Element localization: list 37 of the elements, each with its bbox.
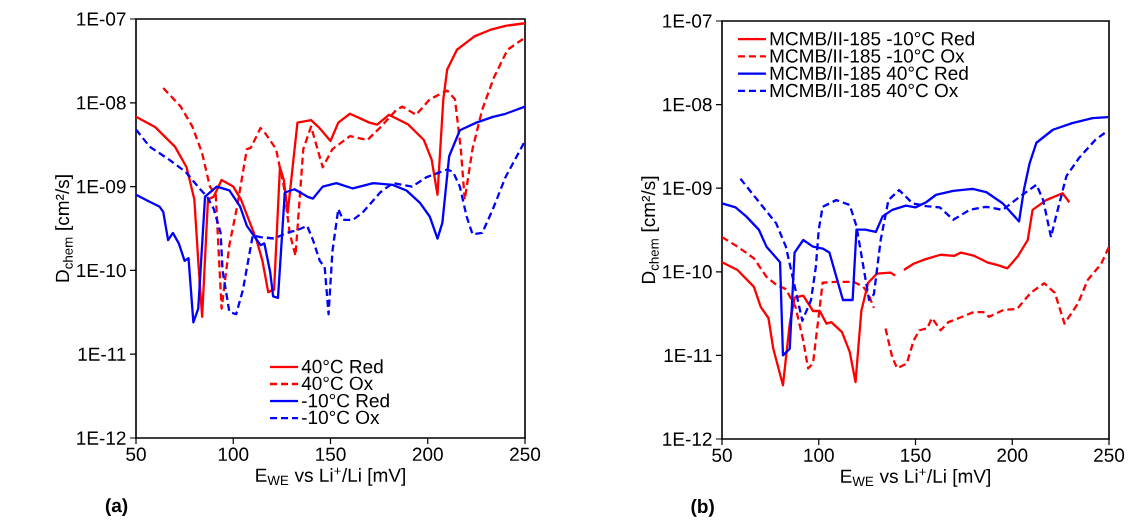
y-tick-label: 1E-11 [78,347,126,361]
x-tick-label: 250 [1094,448,1125,462]
x-tick-label: 100 [804,448,834,462]
y-tick-label: 1E-12 [663,432,712,446]
y-tick-label: 1E-10 [663,265,712,279]
text: (b) [691,499,714,517]
y-tick-label: 1E-10 [77,263,126,278]
text: (a) [105,498,128,516]
legend-label: MCMB/II-185 -10°C Red [770,31,974,46]
legend-label: MCMB/II-185 -10°C Ox [770,48,965,63]
y-tick-label: 1E-11 [664,348,712,362]
x-tick-label: 200 [997,448,1028,462]
y-tick-label: 1E-07 [663,14,712,28]
y-tick-label: 1E-09 [77,179,126,194]
x-tick-label: 250 [510,447,541,461]
line-series [720,115,1110,357]
x-axis-title: E$_{WE}$ vs Li$^{+}$/Li [mV] [256,467,405,486]
y-tick-label: 1E-12 [77,431,126,445]
x-tick-label: 150 [901,448,931,462]
legend-label: MCMB/II-185 40°C Ox [770,83,959,98]
legend-label: 40°C Red [301,359,383,374]
x-axis-title: E$_{WE}$ vs Li$^{+}$/Li [mV] [841,468,990,487]
y-tick-label: 1E-08 [77,96,126,110]
legend-label: -10°C Red [302,393,389,408]
legend-label: MCMB/II-185 40°C Red [770,66,968,80]
x-tick-label: 50 [126,447,146,461]
x-tick-label: 50 [712,448,732,462]
y-tick-label: 1E-08 [663,97,712,112]
x-tick-label: 200 [412,447,443,461]
y-tick-label: 1E-07 [77,12,126,26]
y-axis-title: D$_{chem}$ [cm²/s] [55,175,73,282]
y-tick-label: 1E-09 [663,181,712,195]
y-axis-title: D$_{chem}$ [cm²/s] [641,176,659,283]
legend-label: -10°C Ox [302,410,380,425]
x-tick-label: 100 [218,447,249,461]
legend-label: 40°C Ox [301,376,373,391]
x-tick-label: 150 [316,447,346,461]
